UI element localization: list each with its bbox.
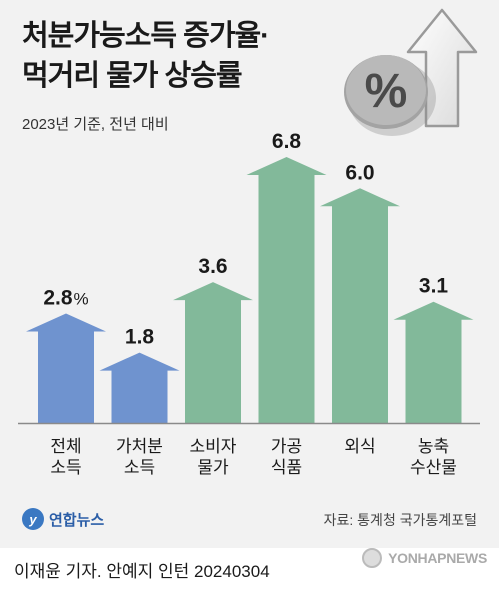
bar-chart: 2.8% 전체 소득 1.8 가처분 소득 3.6 소비자 물가 6.8 가공 식품 6.0 외식 3.1 농…: [18, 130, 480, 477]
value-label-6: 3.1: [419, 275, 449, 298]
percent-symbol: %: [365, 65, 408, 118]
value-label-4: 6.8: [272, 130, 302, 153]
watermark-icon: [362, 548, 383, 568]
data-source: 자료: 통계청 국가통계포털: [323, 512, 477, 528]
credit-line: 이재윤 기자. 안예지 인턴 20240304: [14, 562, 270, 581]
category-label-2: 가처분 소득: [116, 437, 163, 477]
percent-up-arrow-icon: %: [344, 8, 478, 136]
title-line-2: 먹거리 물가 상승률: [22, 60, 243, 92]
yonhap-logo-icon: y: [22, 508, 44, 530]
bar-2: [99, 352, 180, 423]
logo-text: 연합뉴스: [49, 511, 105, 529]
category-label-4: 가공 식품: [271, 437, 302, 477]
bar-6: [393, 301, 474, 423]
bar-3: [173, 282, 253, 423]
category-label-5: 외식: [344, 437, 375, 456]
bar-1: [26, 313, 106, 423]
value-label-1: 2.8%: [43, 286, 88, 309]
chart-subtitle: 2023년 기준, 전년 대비: [22, 116, 169, 133]
title-line-1: 처분가능소득 증가율·: [22, 20, 270, 52]
watermark-text: YONHAPNEWS: [388, 550, 487, 566]
infographic-card: 처분가능소득 증가율· 먹거리 물가 상승률 2023년 기준, 전년 대비 %…: [0, 0, 499, 548]
value-label-3: 3.6: [198, 255, 227, 278]
yonhap-logo: y 연합뉴스: [22, 508, 104, 530]
category-label-3: 소비자 물가: [190, 437, 237, 477]
category-label-6: 농축 수산물: [410, 437, 457, 477]
value-label-5: 6.0: [345, 161, 374, 184]
bar-4: [246, 157, 327, 423]
bar-5: [320, 188, 400, 423]
category-label-1: 전체 소득: [50, 437, 81, 477]
chart-title: 처분가능소득 증가율· 먹거리 물가 상승률: [22, 16, 270, 96]
unit-label: %: [74, 289, 89, 308]
value-label-2: 1.8: [125, 326, 155, 349]
watermark: YONHAPNEWS: [362, 548, 487, 568]
